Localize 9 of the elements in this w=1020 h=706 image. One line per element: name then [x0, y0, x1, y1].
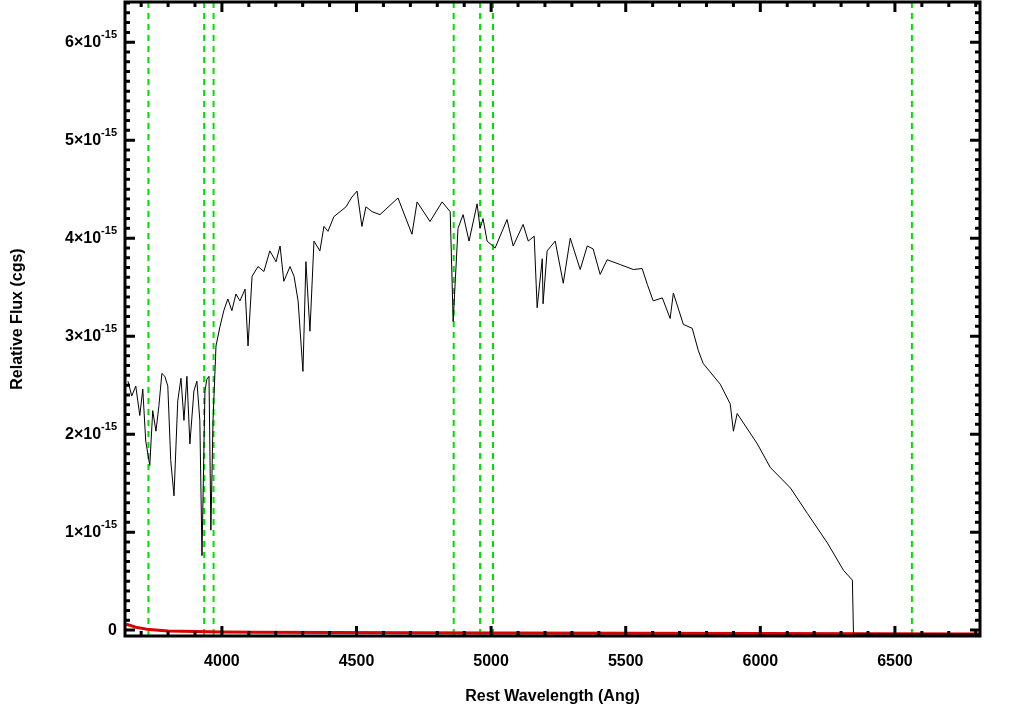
y-axis-title: Relative Flux (cgs) [8, 248, 26, 390]
y-tick-label: 0 [108, 620, 118, 638]
x-tick-label: 6000 [742, 652, 779, 670]
x-tick-label: 5500 [607, 652, 644, 670]
x-tick-label: 4000 [204, 652, 240, 670]
x-tick-label: 6500 [877, 652, 913, 670]
x-tick-label: 4500 [338, 652, 375, 670]
x-axis-title: Rest Wavelength (Ang) [465, 686, 640, 704]
x-tick-label: 5000 [473, 652, 510, 670]
